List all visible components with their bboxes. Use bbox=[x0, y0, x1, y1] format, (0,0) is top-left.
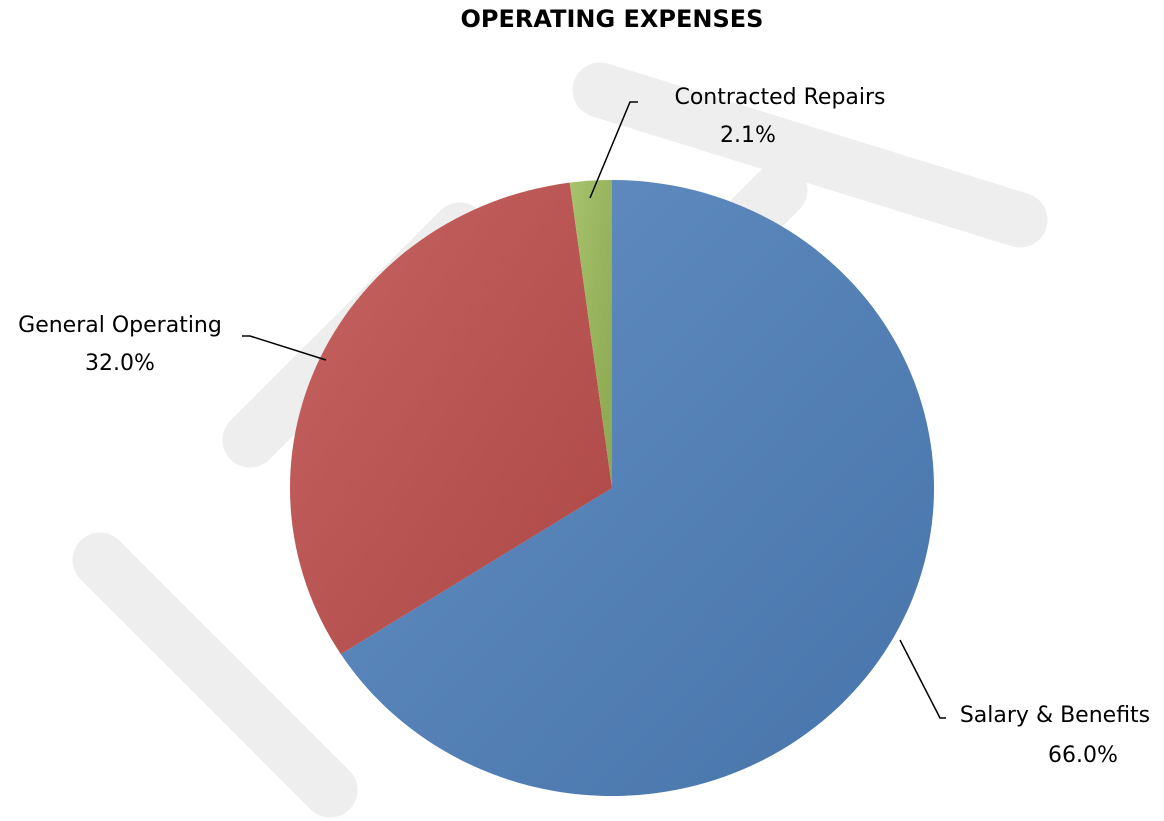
slice-shade bbox=[340, 180, 934, 796]
slice-label: Contracted Repairs bbox=[674, 85, 885, 110]
slice-value-label: 2.1% bbox=[720, 123, 776, 148]
slice-value-label: 66.0% bbox=[1048, 743, 1118, 768]
slice-label: Salary & Benefits bbox=[960, 703, 1150, 728]
pie bbox=[289, 180, 934, 796]
slice-shade bbox=[289, 182, 612, 655]
leader-line bbox=[899, 639, 946, 719]
slice-label: General Operating bbox=[18, 313, 222, 338]
slice-value-label: 32.0% bbox=[85, 351, 155, 376]
leader-line bbox=[589, 101, 638, 199]
leader-line bbox=[242, 335, 327, 361]
slice-shade bbox=[569, 180, 612, 488]
chart-title: OPERATING EXPENSES bbox=[461, 5, 764, 33]
